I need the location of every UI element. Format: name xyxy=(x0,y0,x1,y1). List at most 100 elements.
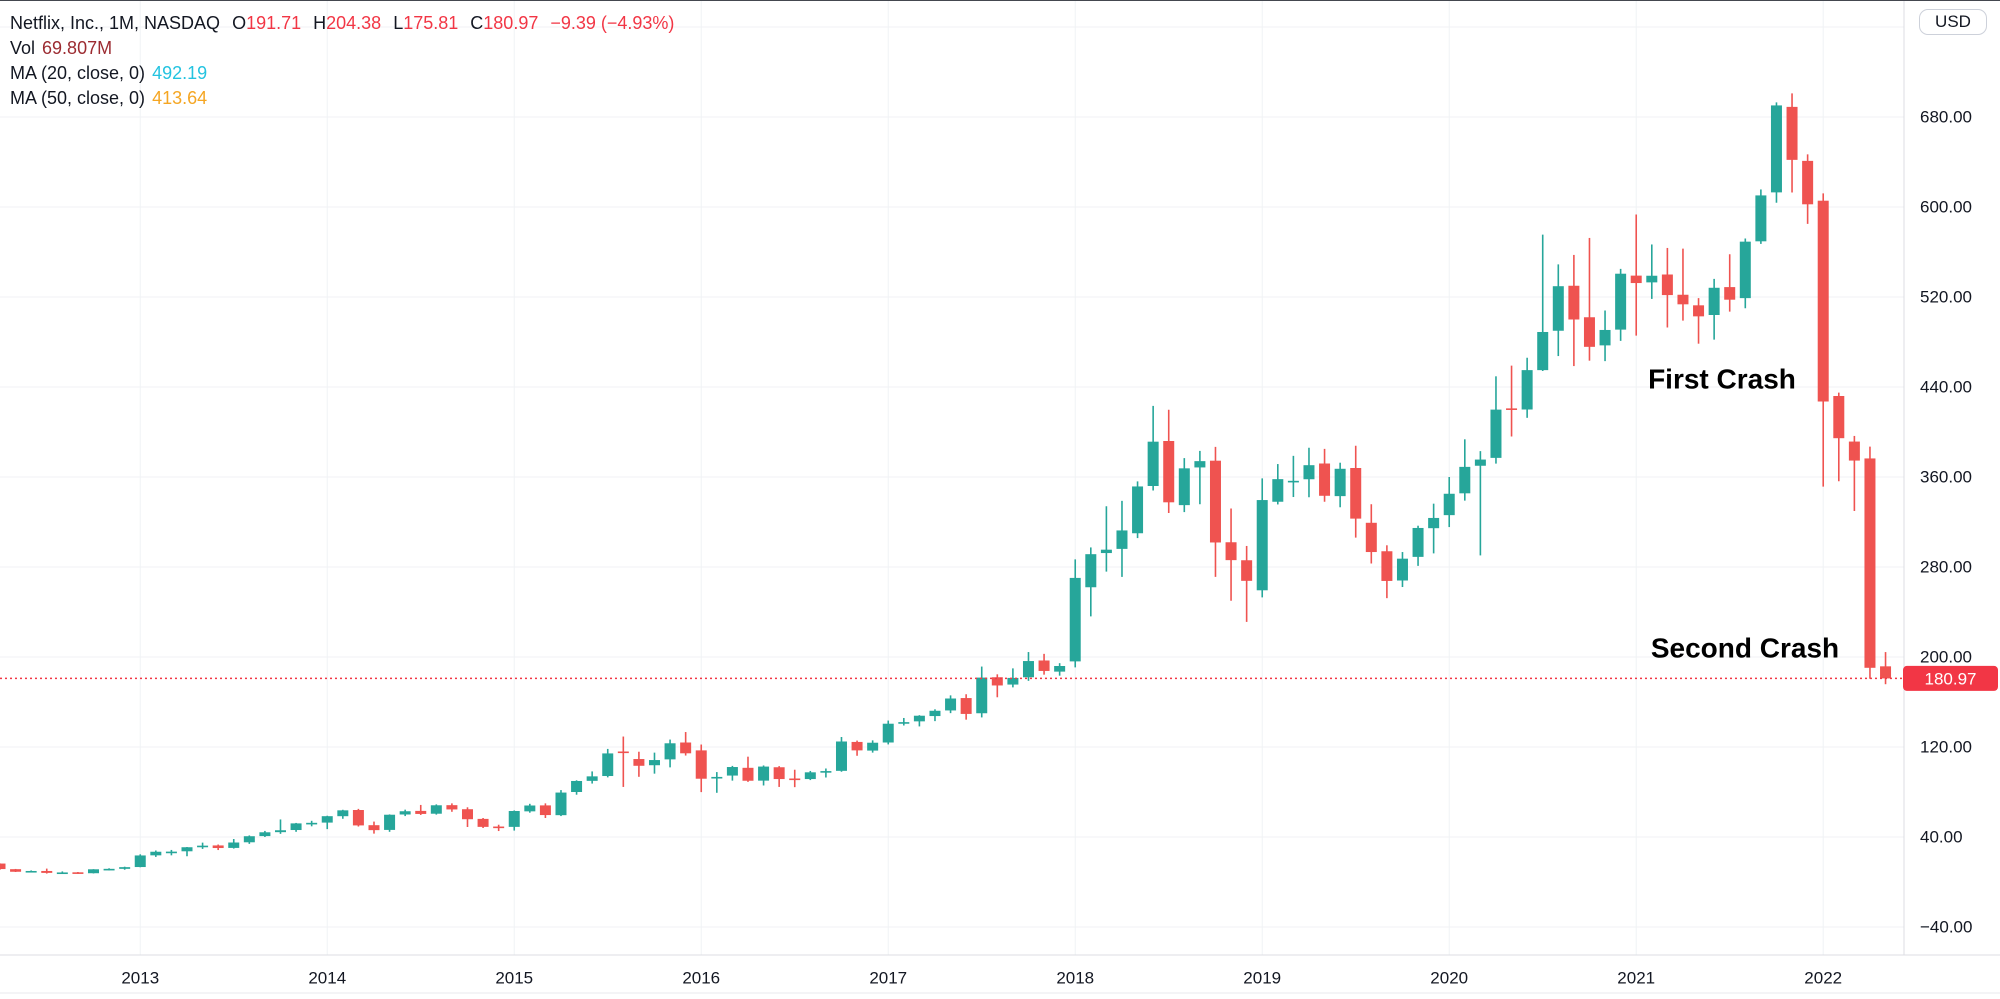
candle-body xyxy=(1474,459,1486,466)
candle xyxy=(1802,154,1814,224)
candle xyxy=(835,736,847,772)
price-axis[interactable] xyxy=(1904,0,2000,955)
candle xyxy=(524,803,536,813)
candle-body xyxy=(368,825,380,831)
candle xyxy=(1755,189,1767,244)
candle xyxy=(1069,559,1081,668)
chart-annotation[interactable]: First Crash xyxy=(1648,364,1796,395)
candle xyxy=(446,803,458,812)
candle-body xyxy=(477,818,489,827)
candle-body xyxy=(586,776,598,781)
candle xyxy=(87,869,99,874)
candle-body xyxy=(1100,549,1112,554)
candle xyxy=(1054,663,1066,676)
candle xyxy=(1163,409,1175,513)
candle-body xyxy=(1319,463,1331,496)
ohlc-open-label: O xyxy=(232,13,247,33)
candle-body xyxy=(882,723,894,743)
ma20-value: 492.19 xyxy=(152,63,208,83)
time-axis[interactable] xyxy=(0,955,2000,995)
candle-body xyxy=(1506,408,1518,410)
candle xyxy=(976,666,988,718)
symbol-title[interactable]: Netflix, Inc., 1M, NASDAQ xyxy=(10,13,221,33)
candle xyxy=(1833,392,1845,482)
candle-body xyxy=(1880,666,1892,679)
candle xyxy=(1615,268,1627,341)
time-axis-label: 2017 xyxy=(869,969,907,988)
candle-body xyxy=(212,845,224,849)
ohlc-close-label: C xyxy=(470,13,484,33)
candle xyxy=(1256,478,1268,598)
candle xyxy=(1194,450,1206,505)
candle-body xyxy=(1848,441,1860,461)
candle xyxy=(493,824,505,832)
candle-body xyxy=(1428,517,1440,529)
candle xyxy=(1272,464,1284,505)
candle-body xyxy=(399,811,411,815)
candle-body xyxy=(352,810,364,826)
candle-body xyxy=(571,780,583,792)
candle-body xyxy=(446,805,458,810)
candle xyxy=(1209,446,1221,577)
candle xyxy=(274,819,286,834)
candle xyxy=(1677,248,1689,321)
candle xyxy=(820,768,832,778)
candle-body xyxy=(461,809,473,820)
candle xyxy=(1864,446,1876,679)
candle-body xyxy=(680,742,692,754)
candle xyxy=(1132,481,1144,539)
candle-body xyxy=(664,743,676,760)
candle-body xyxy=(1272,479,1284,502)
candle xyxy=(929,709,941,722)
candle xyxy=(1287,455,1299,498)
candle xyxy=(1334,462,1346,508)
candle-body xyxy=(1303,465,1315,480)
candle xyxy=(991,674,1003,698)
candle-body xyxy=(430,805,442,814)
candle-body xyxy=(1864,458,1876,668)
candle xyxy=(103,868,115,871)
candle-body xyxy=(10,869,22,872)
candle-body xyxy=(165,851,177,854)
currency-button[interactable]: USD xyxy=(1919,9,1987,35)
candle-body xyxy=(1568,285,1580,320)
candle xyxy=(617,736,629,787)
candle-body xyxy=(150,851,162,856)
candle xyxy=(1428,503,1440,554)
candle xyxy=(664,739,676,768)
candle-body xyxy=(726,767,738,776)
candle xyxy=(72,871,84,874)
time-axis-label: 2016 xyxy=(682,969,720,988)
candle-body xyxy=(1552,286,1564,331)
candle-body xyxy=(1069,577,1081,662)
candle xyxy=(1459,439,1471,501)
candle-body xyxy=(1365,522,1377,553)
ohlc-close-value: 180.97 xyxy=(483,13,539,33)
candle xyxy=(1365,504,1377,564)
candle xyxy=(321,815,333,830)
candle-body xyxy=(804,772,816,780)
price-axis-label: 520.00 xyxy=(1920,288,1972,307)
candle-body xyxy=(1770,105,1782,193)
candle xyxy=(586,771,598,784)
candle-body xyxy=(773,767,785,780)
candle xyxy=(1303,447,1315,498)
ohlc-high-label: H xyxy=(313,13,327,33)
candle xyxy=(1007,668,1019,688)
chart-annotation[interactable]: Second Crash xyxy=(1651,633,1839,664)
candle-body xyxy=(789,778,801,781)
candle-body xyxy=(41,870,53,873)
candle xyxy=(477,817,489,828)
candle xyxy=(290,822,302,832)
candle-body xyxy=(1443,493,1455,516)
candle-body xyxy=(103,868,115,871)
candle xyxy=(10,868,22,872)
candle xyxy=(1396,552,1408,588)
candle-body xyxy=(1661,274,1673,296)
candle xyxy=(1599,310,1611,362)
candle-body xyxy=(945,698,957,711)
candle-body xyxy=(1833,396,1845,439)
candle-body xyxy=(1817,200,1829,402)
